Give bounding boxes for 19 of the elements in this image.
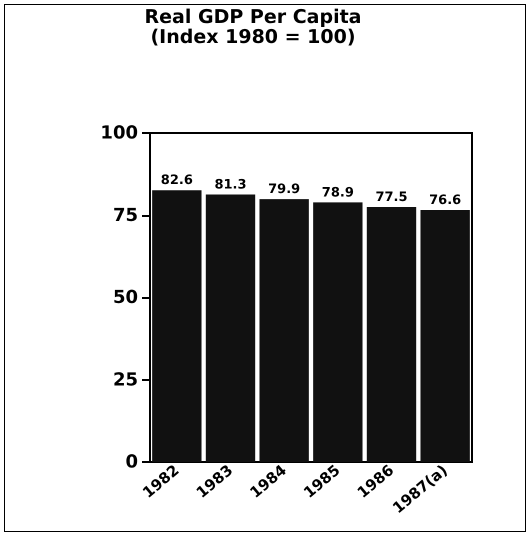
bar	[259, 199, 309, 462]
y-tick-label: 75	[112, 204, 138, 226]
data-label: 82.6	[160, 173, 193, 188]
bar	[420, 210, 470, 462]
data-label: 79.9	[268, 182, 300, 198]
bar	[313, 202, 363, 462]
data-label: 77.5	[375, 190, 408, 206]
data-label: 81.3	[214, 178, 247, 193]
y-tick-label: 100	[100, 122, 138, 144]
chart-subtitle: (Index 1980 = 100)	[150, 26, 356, 48]
y-tick-label: 50	[112, 287, 138, 308]
y-tick-label: 0	[125, 452, 138, 472]
bar	[152, 190, 202, 462]
bar	[366, 207, 416, 462]
bar	[206, 194, 256, 462]
chart-title: Real GDP Per Capita	[144, 6, 362, 28]
data-label: 78.9	[322, 185, 354, 200]
data-label: 76.6	[429, 192, 462, 208]
y-tick-label: 25	[112, 369, 138, 390]
